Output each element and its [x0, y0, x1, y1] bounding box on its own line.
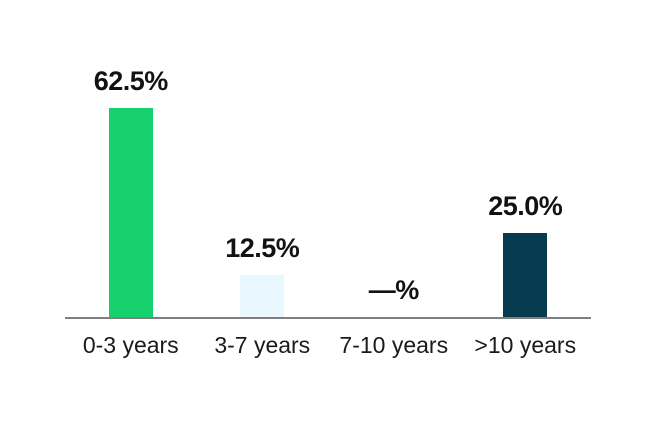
bar-slot: 25.0%: [460, 0, 592, 317]
value-label: 62.5%: [93, 66, 169, 96]
bar-slot: 62.5%: [65, 0, 197, 317]
bar: [503, 233, 548, 317]
bar: [108, 108, 153, 317]
category-label: 0-3 years: [82, 332, 179, 358]
x-axis-line: [65, 317, 591, 319]
category-label: >10 years: [474, 332, 577, 358]
value-label: 12.5%: [225, 233, 300, 263]
bar: [240, 275, 285, 317]
plot-area: 62.5% 12.5% —% 25.0%: [65, 0, 591, 317]
category-label: 7-10 years: [339, 332, 449, 358]
value-label: —%: [368, 275, 420, 305]
bar-slot: —%: [328, 0, 460, 317]
category-label: 3-7 years: [214, 332, 311, 358]
category-axis: 0-3 years 3-7 years 7-10 years >10 years: [65, 332, 591, 360]
bar-slot: 12.5%: [197, 0, 329, 317]
value-label: 25.0%: [488, 191, 563, 221]
